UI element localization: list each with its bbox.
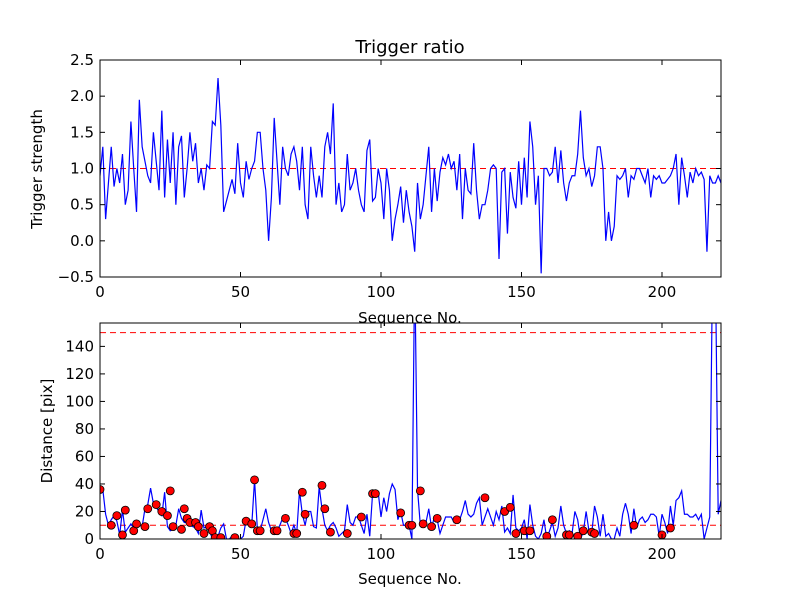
distance-y-tick-label-5: 100 — [65, 392, 94, 410]
trigger-ratio-x-tick-label-4: 200 — [648, 283, 677, 301]
distance-plot-area — [100, 323, 721, 539]
trigger-ratio-y-tick-label-6: 2.5 — [70, 51, 94, 69]
distance-series-line-0 — [100, 323, 721, 539]
distance-axes-frame — [99, 322, 722, 540]
distance-marker-67 — [629, 520, 639, 530]
distance-marker-64 — [578, 526, 588, 536]
distance-marker-11 — [163, 511, 172, 521]
distance-marker-14 — [177, 524, 186, 534]
distance-marker-12 — [165, 486, 175, 496]
distance-x-tick-label-4: 200 — [648, 545, 677, 563]
distance-marker-24 — [216, 533, 226, 539]
distance-y-tick-label-1: 20 — [75, 502, 94, 520]
distance-y-tick-label-3: 60 — [75, 447, 94, 465]
distance-marker-37 — [300, 509, 310, 519]
distance-marker-38 — [317, 480, 327, 490]
distance-marker-30 — [255, 526, 265, 536]
distance-marker-66 — [590, 529, 599, 538]
distance-marker-51 — [432, 513, 442, 523]
distance-marker-55 — [505, 502, 515, 512]
distance-marker-60 — [548, 515, 557, 525]
distance-marker-0 — [100, 485, 105, 494]
trigger-ratio-x-tick-label-0: 0 — [95, 283, 105, 301]
distance-x-axis-title: Sequence No. — [358, 570, 462, 588]
distance-marker-28 — [250, 475, 259, 485]
distance-marker-2 — [112, 511, 122, 521]
distance-marker-35 — [292, 529, 302, 538]
distance-marker-36 — [297, 487, 307, 497]
trigger-ratio-y-tick-label-4: 1.5 — [70, 123, 94, 141]
distance-marker-4 — [120, 505, 130, 515]
distance-x-tick-label-0: 0 — [95, 545, 105, 563]
distance-marker-19 — [193, 522, 203, 532]
distance-x-tick-label-1: 50 — [231, 545, 250, 563]
trigger-ratio-x-tick-label-1: 50 — [231, 283, 250, 301]
distance-marker-15 — [179, 504, 189, 514]
distance-marker-20 — [199, 529, 209, 538]
distance-marker-62 — [564, 530, 574, 539]
trigger-ratio-y-tick-label-3: 1.0 — [70, 160, 94, 178]
distance-marker-52 — [452, 515, 462, 525]
distance-x-tick-label-2: 100 — [367, 545, 396, 563]
trigger-ratio-x-ticks: 0 50 100 150 200 — [95, 60, 676, 301]
distance-marker-8 — [143, 504, 153, 514]
trigger-ratio-x-tick-label-2: 100 — [367, 283, 396, 301]
distance-marker-47 — [407, 520, 417, 530]
trigger-ratio-y-ticks: −0.5 0.0 0.5 1.0 1.5 2.0 2.5 — [58, 51, 721, 286]
distance-marker-13 — [168, 522, 178, 532]
distance-marker-59 — [542, 531, 552, 539]
trigger-ratio-plot-area — [100, 78, 721, 274]
distance-marker-39 — [320, 504, 330, 514]
distance-marker-32 — [272, 526, 282, 536]
distance-marker-69 — [666, 523, 675, 533]
distance-marker-42 — [356, 512, 366, 522]
trigger-ratio-y-axis-title: Trigger strength — [28, 109, 46, 230]
distance-marker-27 — [247, 519, 257, 529]
distance-marker-25 — [230, 533, 240, 539]
distance-x-ticks: 0 50 100 150 200 — [95, 323, 676, 563]
distance-marker-45 — [396, 508, 406, 518]
distance-chart: 0 50 100 150 200 0 20 40 60 80 100 120 140 Sequence… — [38, 322, 722, 588]
trigger-ratio-series-line-0 — [100, 78, 721, 274]
distance-marker-40 — [326, 527, 335, 537]
distance-marker-53 — [480, 493, 490, 503]
trigger-ratio-chart: Trigger ratio 0 50 100 150 200 −0.5 0.0 0.5 1.0… — [28, 37, 722, 327]
distance-marker-56 — [511, 529, 521, 538]
distance-marker-41 — [342, 529, 352, 538]
distance-marker-6 — [132, 519, 141, 529]
distance-marker-7 — [140, 522, 150, 532]
distance-marker-33 — [281, 513, 290, 523]
distance-y-ticks: 0 20 40 60 80 100 120 140 — [65, 337, 721, 548]
distance-marker-63 — [573, 531, 583, 539]
distance-marker-58 — [525, 526, 535, 536]
trigger-ratio-y-tick-label-1: 0.0 — [70, 232, 94, 250]
distance-y-tick-label-0: 0 — [84, 530, 94, 548]
distance-marker-3 — [118, 530, 127, 539]
distance-y-tick-label-6: 120 — [65, 365, 94, 383]
trigger-ratio-y-tick-label-5: 2.0 — [70, 87, 94, 105]
distance-marker-49 — [418, 519, 428, 529]
trigger-ratio-y-tick-label-0: −0.5 — [58, 268, 94, 286]
distance-marker-44 — [370, 489, 380, 498]
distance-marker-48 — [415, 486, 425, 496]
trigger-ratio-x-tick-label-3: 150 — [507, 283, 536, 301]
distance-marker-50 — [427, 522, 436, 532]
trigger-ratio-y-tick-label-2: 0.5 — [70, 196, 94, 214]
distance-x-tick-label-3: 150 — [507, 545, 536, 563]
trigger-ratio-x-axis-title: Sequence No. — [358, 309, 462, 327]
distance-marker-9 — [151, 500, 161, 510]
distance-y-tick-label-2: 40 — [75, 475, 94, 493]
trigger-ratio-title: Trigger ratio — [354, 37, 464, 58]
distance-markers — [100, 475, 675, 539]
distance-y-tick-label-4: 80 — [75, 420, 94, 438]
distance-y-axis-title: Distance [pix] — [38, 379, 56, 484]
distance-y-tick-label-7: 140 — [65, 337, 94, 355]
distance-marker-1 — [106, 520, 116, 530]
